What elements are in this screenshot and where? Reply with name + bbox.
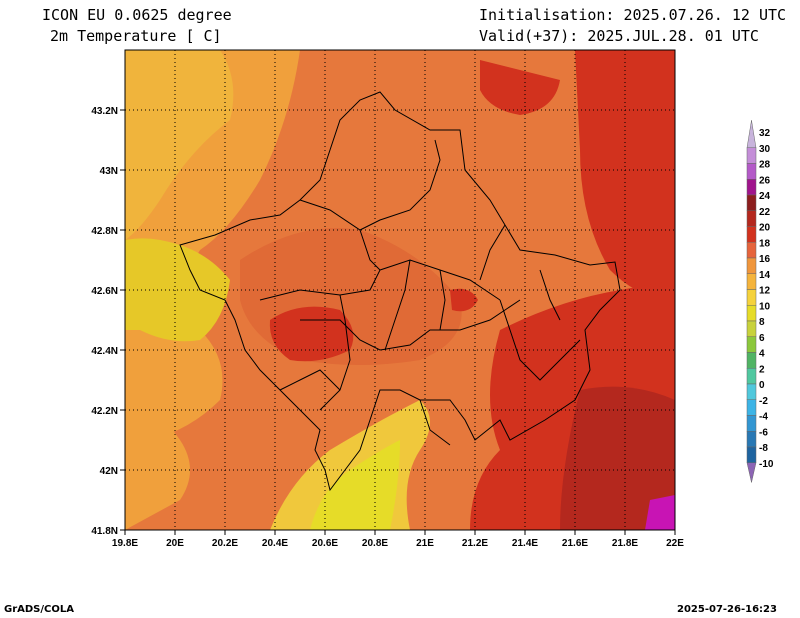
colorbar-swatch <box>746 446 757 463</box>
lon-label: 20E <box>166 538 184 549</box>
region-borders <box>179 91 621 492</box>
colorbar-swatch <box>746 352 757 369</box>
colorbar-label: 14 <box>759 270 771 281</box>
colorbar-label: -6 <box>759 427 768 438</box>
lon-label: 21.6E <box>562 538 588 549</box>
lat-label: 42.2N <box>91 406 118 417</box>
footer-timestamp: 2025-07-26-16:23 <box>677 604 777 615</box>
colorbar-swatch <box>746 383 757 400</box>
lat-label: 41.8N <box>91 526 118 537</box>
lat-label: 42.4N <box>91 346 118 357</box>
colorbar-swatch <box>746 462 757 483</box>
colorbar-swatch <box>746 273 757 290</box>
colorbar-label: 4 <box>759 349 765 360</box>
colorbar-label: 2 <box>759 364 765 375</box>
colorbar-label: 18 <box>759 238 771 249</box>
colorbar-swatch <box>746 368 757 385</box>
colorbar-label: -10 <box>759 459 774 470</box>
colorbar-label: 22 <box>759 207 771 218</box>
temperature-field <box>125 50 675 530</box>
grid-lines <box>125 50 675 530</box>
lon-label: 21.4E <box>512 538 538 549</box>
lon-label: 20.6E <box>312 538 338 549</box>
lon-label: 22E <box>666 538 684 549</box>
lon-label: 21.8E <box>612 538 638 549</box>
lon-label: 20.4E <box>262 538 288 549</box>
colorbar-label: 0 <box>759 380 765 391</box>
init-time: Initialisation: 2025.07.26. 12 UTC <box>479 6 787 24</box>
colorbar-swatch <box>746 210 757 227</box>
colorbar-swatch <box>746 226 757 243</box>
lon-label: 21.2E <box>462 538 488 549</box>
colorbar-swatch <box>746 147 757 164</box>
colorbar-label: -4 <box>759 412 768 423</box>
colorbar-label: 12 <box>759 286 771 297</box>
colorbar-swatch <box>746 163 757 180</box>
lon-label: 20.8E <box>362 538 388 549</box>
colorbar-swatch <box>746 399 757 416</box>
colorbar-swatch <box>746 320 757 337</box>
lon-label: 20.2E <box>212 538 238 549</box>
colorbar-label: 6 <box>759 333 765 344</box>
lat-label: 42.8N <box>91 226 118 237</box>
colorbar-swatch <box>746 257 757 274</box>
colorbar-label: 10 <box>759 301 771 312</box>
colorbar-label: -8 <box>759 443 768 454</box>
lat-label: 42N <box>100 466 118 477</box>
lon-label: 21E <box>416 538 434 549</box>
colorbar-label: -2 <box>759 396 768 407</box>
colorbar-label: 20 <box>759 223 771 234</box>
colorbar-swatch <box>746 336 757 353</box>
lon-label: 19.8E <box>112 538 138 549</box>
valid-time: Valid(+37): 2025.JUL.28. 01 UTC <box>479 27 759 45</box>
lat-label: 43N <box>100 166 118 177</box>
colorbar-swatch <box>746 179 757 196</box>
colorbar-swatch <box>746 431 757 448</box>
colorbar-swatch <box>746 242 757 259</box>
colorbar-swatch <box>746 289 757 306</box>
field-title: 2m Temperature [ C] <box>50 27 222 45</box>
colorbar-label: 28 <box>759 160 771 171</box>
model-title: ICON EU 0.0625 degree <box>42 6 232 24</box>
colorbar-swatch <box>746 120 757 148</box>
lat-label: 43.2N <box>91 106 118 117</box>
colorbar-label: 30 <box>759 144 771 155</box>
colorbar-swatch <box>746 305 757 322</box>
colorbar-label: 16 <box>759 254 771 265</box>
footer-software: GrADS/COLA <box>4 604 74 615</box>
colorbar-label: 8 <box>759 317 765 328</box>
lat-label: 42.6N <box>91 286 118 297</box>
colorbar-label: 24 <box>759 191 771 202</box>
colorbar-label: 26 <box>759 175 771 186</box>
colorbar-label: 32 <box>759 128 771 139</box>
colorbar-swatch <box>746 194 757 211</box>
axis-ticks <box>120 109 676 535</box>
colorbar-swatch <box>746 415 757 432</box>
